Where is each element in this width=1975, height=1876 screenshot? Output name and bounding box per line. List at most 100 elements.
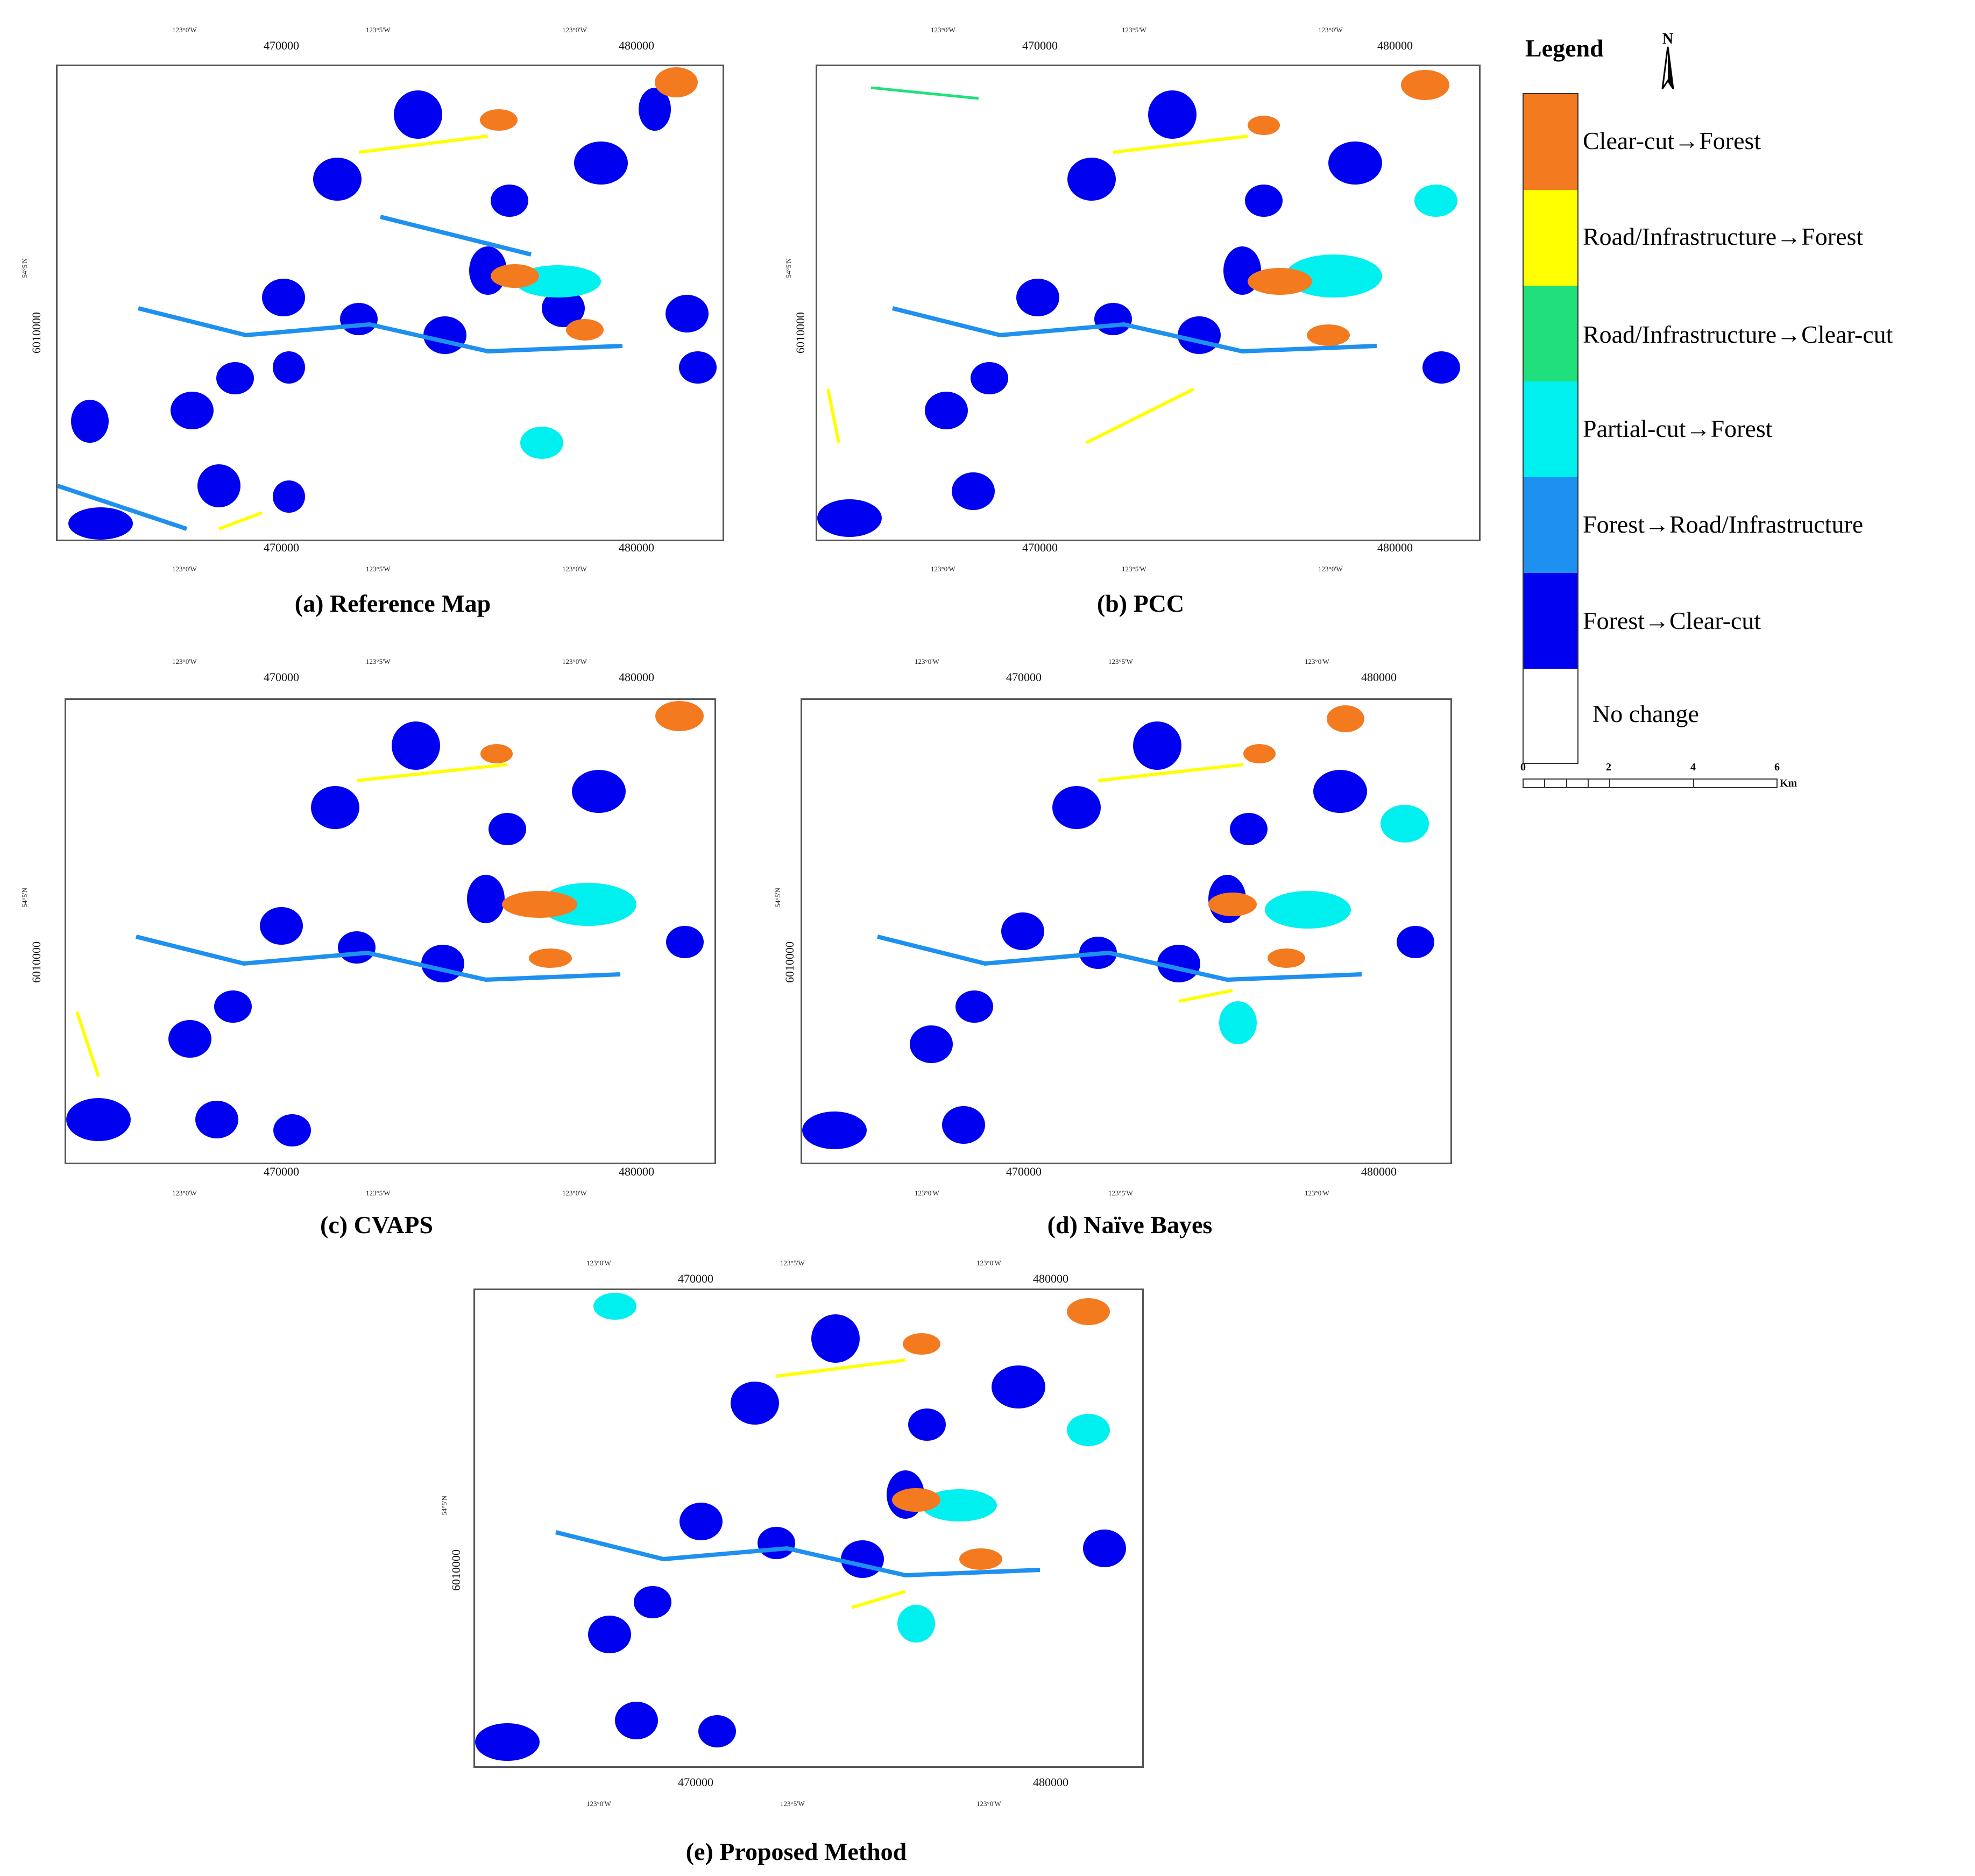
left-lat: 54°5'N <box>774 888 782 908</box>
legend-label-no-change: No change <box>1592 700 1699 727</box>
bottom-tick-2: 123°5'W <box>366 565 391 573</box>
swatch-road-forest <box>1524 190 1577 286</box>
bottom-tick-2: 123°5'W <box>1108 1189 1133 1197</box>
left-northing: 6010000 <box>794 312 807 353</box>
map-d <box>801 698 1452 1164</box>
top-tick-2: 123°5'W <box>780 1259 805 1267</box>
map-b <box>816 65 1481 541</box>
legend-color-bar <box>1523 93 1578 764</box>
left-northing: 6010000 <box>783 941 796 983</box>
top-tick-2: 123°5'W <box>366 26 391 34</box>
easting-bottom-2: 480000 <box>619 541 654 554</box>
bottom-tick-1: 123°0'W <box>915 1189 939 1197</box>
top-tick-1: 123°0'W <box>172 26 197 34</box>
bottom-tick-3: 123°0'W <box>562 565 587 573</box>
legend-label-road-clear-cut: Road/Infrastructure→Clear-cut <box>1583 321 1893 348</box>
caption-b: (b) PCC <box>1096 590 1185 617</box>
caption-a: (a) Reference Map <box>294 590 491 617</box>
top-tick-3: 123°0'W <box>562 657 587 666</box>
top-tick-1: 123°0'W <box>915 657 939 666</box>
easting-top-1: 470000 <box>1022 39 1058 52</box>
bottom-tick-1: 123°0'W <box>586 1800 611 1808</box>
legend: Legend N Clear-cut→Forest Road/Infrastru… <box>1520 30 1964 810</box>
legend-title: Legend <box>1525 34 1604 62</box>
top-tick-1: 123°0'W <box>172 657 197 666</box>
panel-cvaps: 123°0'W 470000 123°5'W 123°0'W 480000 54… <box>0 635 753 1259</box>
left-lat: 54°5'N <box>440 1496 448 1516</box>
map-e <box>473 1289 1144 1768</box>
easting-top-2: 480000 <box>1377 39 1413 52</box>
scale-tick-6: 6 <box>1774 761 1780 773</box>
top-tick-3: 123°0'W <box>1305 657 1329 666</box>
scale-tick-0: 0 <box>1520 761 1526 773</box>
map-a <box>56 65 724 541</box>
bottom-tick-3: 123°0'W <box>562 1189 587 1197</box>
legend-label-clear-cut-forest: Clear-cut→Forest <box>1583 127 1761 154</box>
swatch-road-clear-cut <box>1524 286 1577 381</box>
panel-naive-bayes: 123°0'W 470000 123°5'W 123°0'W 480000 54… <box>753 635 1506 1259</box>
swatch-no-change <box>1524 669 1577 763</box>
legend-label-forest-road: Forest→Road/Infrastructure <box>1583 511 1864 538</box>
easting-bottom-1: 470000 <box>678 1775 713 1789</box>
scale-bar-graphic <box>1523 778 1778 788</box>
easting-bottom-1: 470000 <box>264 541 299 554</box>
easting-top-2: 480000 <box>1033 1272 1068 1285</box>
easting-top-2: 480000 <box>1361 670 1397 684</box>
swatch-forest-clear-cut <box>1524 573 1577 669</box>
bottom-tick-3: 123°0'W <box>1305 1189 1329 1197</box>
bottom-tick-2: 123°5'W <box>1122 565 1146 573</box>
bottom-tick-1: 123°0'W <box>931 565 955 573</box>
easting-top-1: 470000 <box>264 670 299 684</box>
left-lat: 54°5'N <box>784 258 792 278</box>
top-tick-3: 123°0'W <box>562 26 587 34</box>
easting-bottom-2: 480000 <box>619 1165 654 1178</box>
top-tick-1: 123°0'W <box>586 1259 611 1267</box>
left-lat: 54°5'N <box>20 888 29 908</box>
left-northing: 6010000 <box>30 312 43 353</box>
scale-bar: 0 2 4 6 Km <box>1520 761 1808 804</box>
north-arrow-icon: N <box>1652 30 1684 94</box>
easting-bottom-1: 470000 <box>1006 1165 1042 1178</box>
top-tick-2: 123°5'W <box>366 657 391 666</box>
legend-label-partial-cut-forest: Partial-cut→Forest <box>1583 415 1773 442</box>
left-lat: 54°5'N <box>20 258 29 278</box>
swatch-clear-cut-forest <box>1524 94 1577 190</box>
easting-bottom-2: 480000 <box>1361 1165 1397 1178</box>
panel-reference-map: 123°0'W 470000 123°5'W 123°0'W 480000 54… <box>0 0 764 635</box>
map-c <box>65 698 716 1164</box>
top-tick-1: 123°0'W <box>931 26 955 34</box>
bottom-tick-1: 123°0'W <box>172 1189 197 1197</box>
caption-d: (d) Naïve Bayes <box>1047 1211 1213 1238</box>
top-tick-2: 123°5'W <box>1122 26 1146 34</box>
caption-e: (e) Proposed Method <box>685 1838 907 1865</box>
easting-top-1: 470000 <box>678 1272 713 1285</box>
panel-proposed-method: 123°0'W 470000 123°5'W 123°0'W 480000 54… <box>420 1254 1173 1876</box>
caption-c: (c) CVAPS <box>320 1211 433 1238</box>
easting-top-1: 470000 <box>264 39 299 52</box>
easting-top-2: 480000 <box>619 39 654 52</box>
top-tick-3: 123°0'W <box>976 1259 1001 1267</box>
top-tick-2: 123°5'W <box>1108 657 1133 666</box>
easting-top-2: 480000 <box>619 670 654 684</box>
bottom-tick-3: 123°0'W <box>1318 565 1343 573</box>
top-tick-3: 123°0'W <box>1318 26 1343 34</box>
bottom-tick-3: 123°0'W <box>976 1800 1001 1808</box>
easting-bottom-1: 470000 <box>1022 541 1058 554</box>
swatch-forest-road <box>1524 477 1577 573</box>
north-label: N <box>1662 31 1673 47</box>
left-northing: 6010000 <box>30 941 43 983</box>
swatch-partial-cut-forest <box>1524 381 1577 477</box>
scale-tick-4: 4 <box>1690 761 1696 773</box>
bottom-tick-2: 123°5'W <box>366 1189 391 1197</box>
bottom-tick-2: 123°5'W <box>780 1800 805 1808</box>
legend-label-forest-clear-cut: Forest→Clear-cut <box>1583 607 1761 634</box>
easting-bottom-1: 470000 <box>264 1165 299 1178</box>
easting-bottom-2: 480000 <box>1377 541 1413 554</box>
bottom-tick-1: 123°0'W <box>172 565 197 573</box>
legend-label-road-forest: Road/Infrastructure→Forest <box>1583 223 1864 250</box>
scale-tick-2: 2 <box>1606 761 1611 773</box>
easting-bottom-2: 480000 <box>1033 1775 1068 1789</box>
panel-pcc: 123°0'W 470000 123°5'W 123°0'W 480000 54… <box>764 0 1517 635</box>
easting-top-1: 470000 <box>1006 670 1042 684</box>
scale-unit: Km <box>1780 777 1797 789</box>
